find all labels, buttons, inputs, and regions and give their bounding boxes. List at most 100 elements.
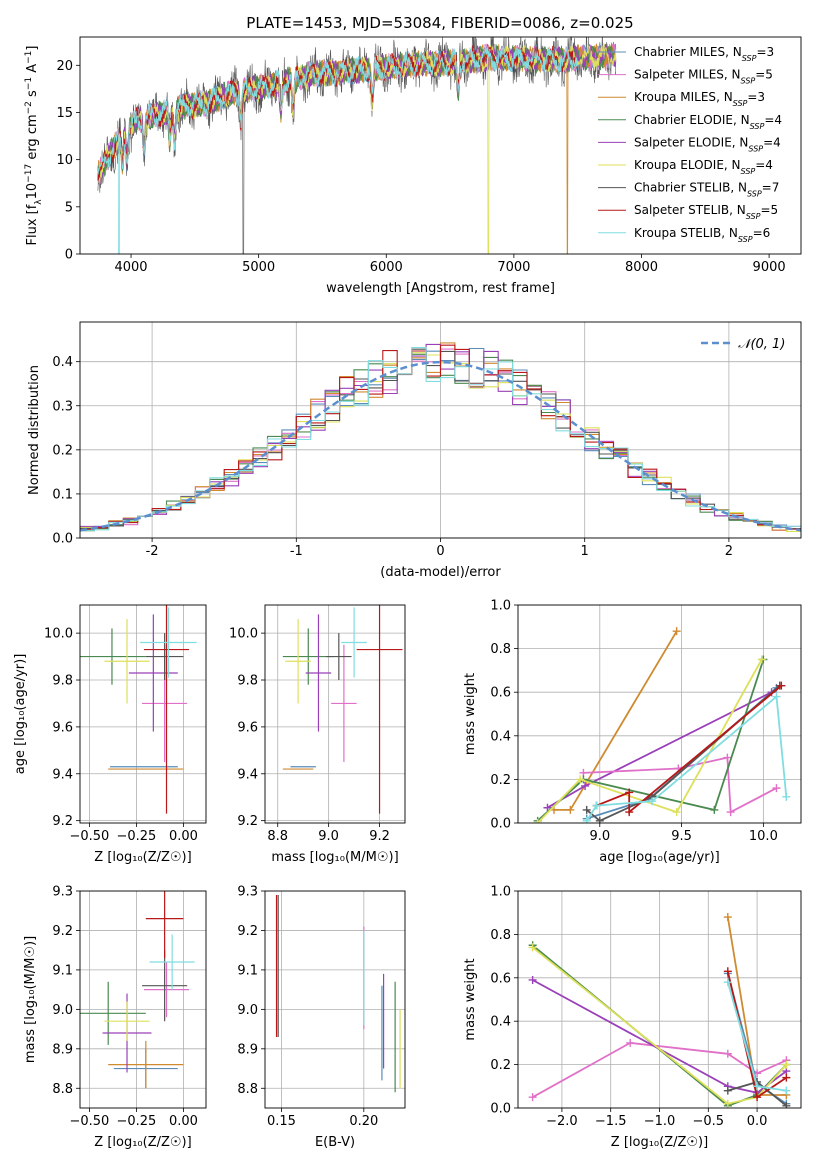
y-axis-label-part: 10: [25, 183, 40, 200]
y-tick-label: 9.4: [52, 767, 73, 782]
x-axis-label: mass [log₁₀(M/M☉)]: [271, 850, 398, 865]
x-tick-label: 8.8: [267, 829, 288, 844]
y-tick-label: 9.3: [52, 885, 73, 900]
plus-marker: [782, 1073, 791, 1082]
errorbar-point: [128, 614, 178, 732]
y-tick-label: 9.2: [52, 924, 73, 939]
weight-series: [723, 978, 791, 1095]
legend-nssp-prefix: , N: [721, 226, 738, 240]
legend-nssp-prefix: , N: [729, 203, 746, 217]
errorbar-point: [80, 981, 146, 1045]
legend-nssp-sub: SSP: [750, 121, 765, 130]
x-tick-label: 4000: [114, 260, 147, 275]
gridlines: [518, 605, 801, 823]
y-axis-label: Flux [fλ10−17 erg cm−2 s−1 A−1]: [24, 46, 44, 246]
axis-ticks: 8.8 9.0 9.2 9.2 9.4 9.6 9.8 10.0: [229, 627, 390, 844]
x-tick-label: −1.0: [644, 1114, 676, 1129]
plus-marker: [772, 692, 781, 701]
x-tick-label: -1: [290, 544, 303, 559]
weight-series: [579, 753, 781, 817]
plus-marker: [582, 805, 591, 814]
y-axis-label-part: −1: [24, 77, 34, 90]
legend-nssp-prefix: , N: [724, 68, 741, 82]
plot-area: [265, 605, 405, 823]
y-tick-label: 9.0: [52, 1003, 73, 1018]
weight-series: [582, 692, 791, 823]
plus-marker: [576, 775, 585, 784]
legend-nssp-value: =6: [753, 226, 771, 240]
y-tick-label: 0.2: [490, 1058, 511, 1073]
plus-marker: [723, 913, 732, 922]
y-tick-label: 9.4: [237, 767, 258, 782]
y-tick-label: 1.0: [490, 599, 511, 614]
plus-marker: [777, 681, 786, 690]
legend-entry: Salpeter MILES, NSSP=5: [634, 68, 773, 86]
x-tick-label: −0.25: [116, 829, 156, 844]
errorbar-point: [282, 628, 334, 685]
x-tick-label: −1.5: [595, 1114, 627, 1129]
gaussian-curve: [80, 360, 801, 532]
y-tick-label: 9.8: [52, 674, 73, 689]
x-tick-label: 0.00: [169, 829, 198, 844]
plot-area: [80, 605, 206, 823]
x-axis-label: Z [log₁₀(Z/Z☉)]: [94, 850, 191, 865]
y-axis-label-part: s: [25, 90, 40, 101]
errorbar-point: [341, 607, 367, 678]
legend-nssp-value: =5: [760, 203, 778, 217]
plus-marker: [753, 1093, 762, 1102]
plus-marker: [782, 1086, 791, 1095]
y-tick-label: 1.0: [490, 885, 511, 900]
x-tick-label: 1: [581, 544, 589, 559]
legend-nssp-sub: SSP: [746, 212, 761, 221]
plus-marker: [528, 975, 537, 984]
legend-series-name: Salpeter MILES: [634, 68, 724, 82]
errorbar-point: [305, 614, 332, 732]
y-tick-label: 9.8: [237, 674, 258, 689]
x-tick-label: 0: [436, 544, 444, 559]
errorbar-point: [331, 644, 357, 763]
gridlines: [80, 605, 206, 823]
panel-weight-vs-age: 9.0 9.5 10.0 0.0 0.2 0.4 0.6 0.8 1.0 age [log₁₀(a…: [463, 599, 802, 865]
y-axis-label-part: ]: [25, 46, 40, 51]
legend-nssp-value: =3: [756, 45, 774, 59]
y-axis-label: mass [log₁₀(M/M☉)]: [23, 936, 38, 1063]
x-tick-label: 2: [725, 544, 733, 559]
plus-marker: [723, 1099, 732, 1108]
x-tick-label: 8000: [625, 260, 658, 275]
axis-ticks: −2.0 −1.5 −1.0 −0.5 0.0 0.0 0.2 0.4 0.6 0.8 1.0: [490, 885, 767, 1130]
legend-nssp-value: =3: [747, 90, 765, 104]
legend-entry: Salpeter STELIB, NSSP=5: [634, 203, 778, 221]
y-axis-label-part: λ: [34, 199, 44, 205]
y-tick-label: 0.4: [52, 355, 73, 370]
plus-marker: [533, 819, 542, 823]
legend-series-name: Chabrier STELIB: [634, 181, 730, 195]
y-tick-label: 5: [65, 200, 73, 215]
panel-weight-vs-Z: −2.0 −1.5 −1.0 −0.5 0.0 0.0 0.2 0.4 0.6 0.8 1.0 Z […: [463, 885, 802, 1150]
plot-area: [80, 322, 801, 538]
legend-entry: Chabrier ELODIE, NSSP=4: [634, 113, 782, 131]
axes-frame: [517, 890, 802, 1109]
plus-marker: [753, 1082, 762, 1091]
y-axis-label-part: −2: [24, 101, 34, 114]
y-tick-label: 0.0: [52, 532, 73, 547]
plus-marker: [782, 792, 791, 801]
y-tick-label: 9.2: [237, 814, 258, 829]
legend-entry: Chabrier MILES, NSSP=3: [634, 45, 774, 63]
weight-line: [532, 946, 788, 1105]
axes-frame: [79, 321, 802, 539]
legend-series-name: Chabrier ELODIE: [634, 113, 733, 127]
plus-marker: [581, 781, 590, 790]
y-tick-label: 8.8: [52, 1082, 73, 1097]
x-axis-label: (data-model)/error: [380, 565, 501, 580]
plus-marker: [528, 943, 537, 952]
legend-entry: 𝒩(0, 1): [738, 337, 785, 352]
errorbar-point: [149, 934, 195, 990]
legend-nssp-prefix: , N: [732, 135, 749, 149]
legend-nssp-value: =4: [763, 135, 781, 149]
legend-nssp-sub: SSP: [747, 189, 762, 198]
x-tick-label: 0.20: [349, 1114, 378, 1129]
panel-residuals: -2 -1 0 1 2 0.0 0.1 0.2 0.3 0.4 (data-model)/error…: [27, 321, 802, 580]
figure-title: PLATE=1453, MJD=53084, FIBERID=0086, z=0…: [246, 14, 633, 32]
y-tick-label: 10.0: [229, 627, 258, 642]
